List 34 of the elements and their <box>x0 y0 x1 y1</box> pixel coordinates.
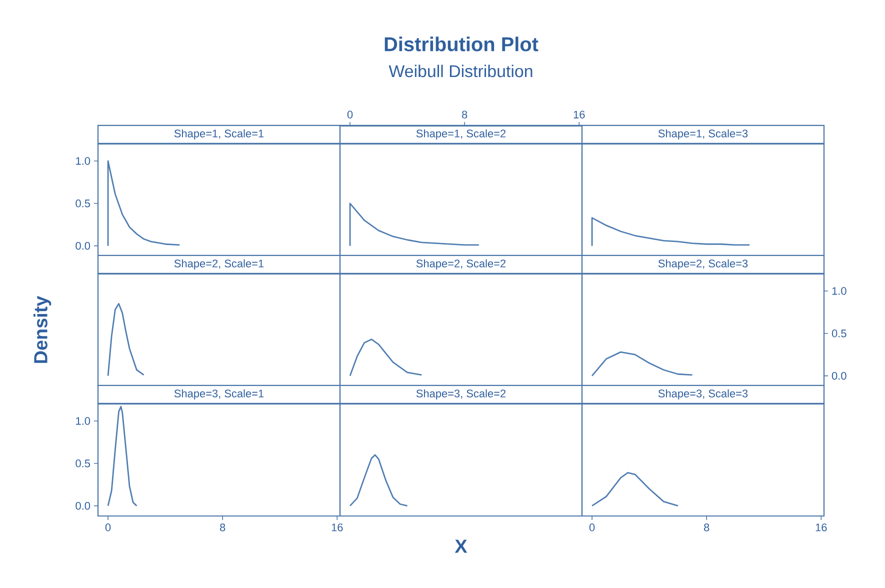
x-tick-label: 8 <box>704 524 710 532</box>
text: 0.0 <box>832 372 846 380</box>
chart-title: Shape=2, Scale=1 <box>174 259 264 270</box>
x-tick-label: 16 <box>332 524 343 532</box>
x2-tick-label: 16 <box>574 110 585 118</box>
x-tick-label: 0 <box>105 524 111 532</box>
y-tick-label: 1.0 <box>76 157 90 165</box>
chart-title: Shape=1, Scale=1 <box>174 129 264 140</box>
text: Weibull Distribution <box>388 64 532 78</box>
chart-title: Shape=2, Scale=2 <box>416 259 506 270</box>
text: Distribution Plot <box>384 36 538 52</box>
x2-tick-label: 0 <box>347 110 353 118</box>
x-axis-title: X <box>454 540 468 553</box>
x-tick-label: 8 <box>220 524 226 532</box>
line-series <box>107 406 138 507</box>
x-tick-label: 16 <box>816 524 827 532</box>
chart-title: Shape=3, Scale=1 <box>174 389 264 400</box>
x-tick-label: 0 <box>589 524 595 532</box>
line-series <box>591 351 693 377</box>
text: 0.5 <box>832 330 846 338</box>
y-tick-label: 0.0 <box>76 242 90 250</box>
chart-title: Shape=3, Scale=3 <box>658 389 748 400</box>
x2-tick-label: 8 <box>462 110 468 118</box>
chart-title: Shape=2, Scale=3 <box>658 259 748 270</box>
chart-title: Shape=1, Scale=2 <box>416 129 506 140</box>
chart-title: Shape=1, Scale=3 <box>658 129 748 140</box>
chart-title: Shape=3, Scale=2 <box>416 389 506 400</box>
y-tick-label: 0.5 <box>76 460 90 468</box>
y-axis-title: Density <box>34 296 52 363</box>
text: 1.0 <box>832 287 846 295</box>
y-tick-label: 0.0 <box>76 502 90 510</box>
y-tick-label: 0.5 <box>76 200 90 208</box>
line-series <box>107 160 180 247</box>
y-tick-label: 1.0 <box>76 417 90 425</box>
